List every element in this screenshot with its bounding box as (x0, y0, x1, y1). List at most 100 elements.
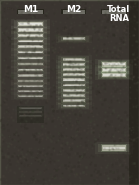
Bar (18, 10, 43, 14)
Bar (11, 82, 50, 90)
Bar (19, 23, 42, 25)
Bar (63, 37, 85, 40)
Bar (19, 41, 42, 42)
Bar (14, 78, 47, 84)
Bar (17, 90, 44, 93)
Bar (15, 109, 46, 115)
Bar (56, 102, 92, 110)
Bar (63, 100, 84, 101)
Bar (19, 115, 42, 117)
Bar (102, 73, 126, 77)
Bar (56, 60, 92, 69)
Bar (19, 46, 42, 47)
Bar (102, 62, 126, 67)
Bar (63, 84, 85, 86)
Bar (63, 63, 85, 66)
Bar (12, 105, 49, 112)
Bar (18, 114, 43, 117)
Bar (61, 67, 86, 72)
Bar (18, 110, 43, 114)
Bar (17, 45, 44, 49)
Bar (11, 72, 50, 79)
Bar (102, 68, 126, 72)
Bar (56, 91, 92, 100)
Bar (19, 107, 42, 109)
Bar (14, 89, 47, 94)
Bar (18, 95, 43, 97)
Bar (58, 56, 89, 62)
Bar (61, 9, 86, 14)
Bar (19, 75, 42, 76)
Bar (17, 79, 44, 83)
Text: M2: M2 (66, 5, 81, 14)
Bar (17, 94, 44, 98)
Bar (18, 69, 43, 71)
Bar (95, 70, 133, 80)
Bar (18, 80, 43, 82)
Bar (17, 106, 44, 123)
Bar (17, 21, 44, 27)
Bar (103, 69, 125, 71)
Bar (17, 56, 44, 60)
Text: Total
RNA: Total RNA (107, 5, 131, 23)
Bar (95, 142, 133, 154)
Bar (18, 74, 43, 77)
Bar (56, 35, 92, 43)
Bar (63, 38, 84, 39)
Bar (17, 62, 44, 66)
Bar (98, 66, 130, 74)
Bar (61, 57, 86, 61)
Bar (14, 55, 47, 61)
Bar (63, 68, 85, 71)
Bar (18, 51, 43, 53)
Bar (18, 63, 43, 65)
Bar (17, 68, 44, 72)
Bar (56, 55, 92, 63)
Bar (18, 90, 43, 92)
Bar (14, 32, 47, 39)
Bar (14, 83, 47, 89)
Bar (58, 97, 89, 104)
Bar (17, 84, 44, 88)
Bar (102, 145, 126, 151)
Bar (56, 65, 92, 74)
Bar (101, 61, 127, 68)
Bar (101, 9, 127, 14)
Bar (17, 50, 44, 54)
Bar (14, 61, 47, 67)
Bar (11, 37, 50, 45)
Bar (11, 77, 50, 85)
Bar (19, 91, 42, 92)
Bar (11, 60, 50, 68)
Bar (56, 96, 92, 105)
Bar (61, 37, 86, 41)
Bar (58, 87, 89, 93)
Bar (56, 76, 92, 84)
Bar (14, 44, 47, 50)
Bar (102, 10, 126, 14)
Bar (11, 92, 50, 100)
Bar (11, 26, 50, 34)
Bar (11, 66, 50, 74)
Bar (63, 64, 84, 65)
Bar (18, 45, 43, 48)
Bar (58, 61, 89, 68)
Bar (14, 27, 47, 33)
Bar (98, 144, 130, 152)
Bar (19, 58, 42, 59)
Bar (18, 85, 43, 87)
Bar (15, 113, 46, 118)
Bar (95, 59, 133, 70)
Bar (11, 31, 50, 40)
Bar (95, 65, 133, 75)
Bar (56, 70, 92, 79)
Bar (19, 52, 42, 53)
Bar (61, 98, 86, 103)
Bar (63, 73, 85, 76)
Bar (101, 72, 127, 78)
Bar (103, 74, 125, 76)
Bar (58, 92, 89, 98)
Bar (12, 112, 49, 119)
Bar (11, 48, 50, 56)
Bar (61, 62, 86, 67)
